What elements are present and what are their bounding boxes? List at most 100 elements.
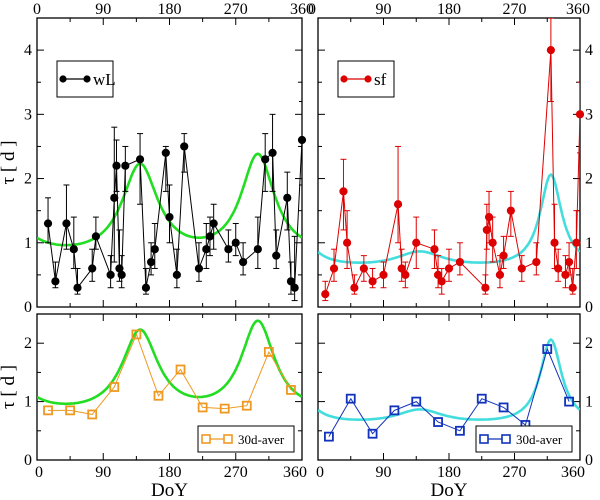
top-left-data-point (268, 148, 277, 157)
top-right-data-point (532, 257, 541, 267)
top-left-ytick-label: 3 (24, 106, 32, 123)
bottom-right-xtick-label: 360 (561, 464, 585, 481)
top-left-data-point (202, 245, 211, 254)
top-left-data-point (135, 155, 145, 164)
top-left-data-point (73, 283, 82, 292)
bottom-left-ytick-label: 2 (24, 335, 32, 352)
top-right-data-point (495, 270, 505, 279)
bottom-right-data-point (345, 393, 356, 404)
top-right-xtick-label: 0 (308, 1, 316, 18)
bottom-left-xtick-label: 270 (224, 464, 248, 481)
top-right-xtick-label: 360 (566, 1, 590, 18)
bottom-left-ytick-label: 1 (24, 394, 32, 411)
top-left-xtick-label: 0 (33, 1, 41, 18)
bottom-right-data-point (433, 417, 443, 427)
top-left-data-point (106, 270, 115, 279)
top-right-xtick-label: 270 (503, 1, 527, 18)
top-right-data-point (444, 264, 454, 273)
top-right-legend-marker (340, 75, 348, 83)
top-left-data-point (141, 283, 151, 292)
bottom-left-data-point (65, 405, 76, 416)
top-left-ylabel: τ [ d ] (0, 140, 19, 184)
top-right-data-point (568, 283, 577, 292)
bottom-right-xtick-label: 180 (437, 464, 461, 481)
top-right-data-point (481, 283, 490, 292)
bottom-left-legend-marker (201, 434, 211, 444)
bottom-left-data-point (175, 364, 186, 375)
top-left-data-point (205, 232, 215, 241)
bottom-right-data-point (324, 431, 334, 442)
top-right-data-point (412, 238, 421, 247)
top-right-data-point (359, 264, 368, 273)
top-left-ytick-label: 4 (24, 42, 32, 59)
top-left-data-point (62, 219, 71, 228)
top-right-data-point (433, 270, 443, 279)
top-right-data-point (401, 270, 410, 279)
top-left-ytick-label: 0 (24, 299, 32, 316)
bottom-right-data-point (542, 344, 553, 354)
top-right-ytick-label: 3 (585, 106, 593, 123)
top-left-data-point (165, 212, 174, 222)
top-right-ytick-label: 2 (585, 171, 593, 188)
top-right-ytick-label: 0 (585, 299, 593, 316)
top-right-data-point (550, 238, 559, 247)
bottom-left-xtick-label: 90 (95, 464, 111, 481)
top-right-data-point (564, 257, 574, 267)
bottom-right-legend-label: 30d-aver (516, 432, 563, 447)
top-left-data-point (91, 232, 100, 241)
bottom-left-data-point (131, 329, 142, 340)
top-right-legend-label: sf (374, 70, 387, 89)
top-right-data-point (517, 264, 526, 273)
top-left-data-point (51, 277, 60, 286)
bottom-left-data-point (153, 390, 164, 401)
bottom-left-data-point (43, 405, 53, 416)
top-right-data-point (379, 270, 388, 279)
top-right-data-point (572, 238, 581, 247)
top-right-data-point (488, 238, 497, 247)
top-left-data-point (112, 161, 121, 170)
bottom-left-xtick-label: 180 (158, 464, 182, 481)
bottom-left-data-point (197, 402, 208, 413)
top-left-data-point (286, 277, 296, 286)
top-left-legend-label: wL (93, 70, 116, 89)
bottom-right-xtick-label: 0 (316, 464, 324, 481)
bottom-right-data-point (455, 425, 465, 436)
top-right-data-point (329, 264, 339, 273)
top-right-ytick-label: 4 (585, 42, 593, 59)
top-left-data-point (88, 264, 97, 273)
bottom-left-data-point (241, 400, 252, 411)
bottom-left-data-point (87, 409, 98, 420)
top-left-data-point (69, 245, 78, 254)
top-left-data-point (290, 283, 299, 292)
bottom-right-xtick-label: 270 (503, 464, 527, 481)
top-left-data-point (43, 219, 53, 228)
bottom-right-legend-marker (501, 434, 511, 444)
bottom-right-ytick-label: 1 (585, 394, 593, 411)
top-right-data-point (393, 200, 403, 209)
top-right-data-point (455, 257, 465, 267)
top-right-data-point (397, 264, 406, 273)
top-right-xtick-label: 90 (376, 1, 392, 18)
bottom-right-series-line (328, 347, 570, 437)
top-left-data-point (161, 148, 170, 157)
top-left-ytick-label: 2 (24, 171, 32, 188)
bottom-left-data-point (219, 403, 230, 414)
bottom-left-ylabel: τ [ d ] (0, 365, 19, 409)
bottom-left-legend-label: 30d-aver (238, 432, 285, 447)
top-left-data-point (253, 245, 262, 254)
bottom-left-xtick-label: 360 (283, 464, 307, 481)
top-right-data-point (575, 110, 585, 119)
top-right-legend-marker (364, 75, 372, 83)
bottom-right-data-point (367, 428, 378, 439)
bottom-left-data-point (263, 347, 274, 357)
top-left-data-point (209, 219, 218, 228)
bottom-left-data-point (286, 385, 296, 395)
top-left-data-point (110, 193, 119, 202)
top-right-data-point (499, 251, 508, 260)
top-right-data-point (482, 225, 491, 235)
top-right-data-point (321, 290, 330, 299)
top-left-legend-marker (83, 75, 91, 83)
top-left-data-point (194, 264, 204, 273)
top-right-data-point (350, 283, 359, 292)
top-left-data-point (239, 257, 248, 267)
